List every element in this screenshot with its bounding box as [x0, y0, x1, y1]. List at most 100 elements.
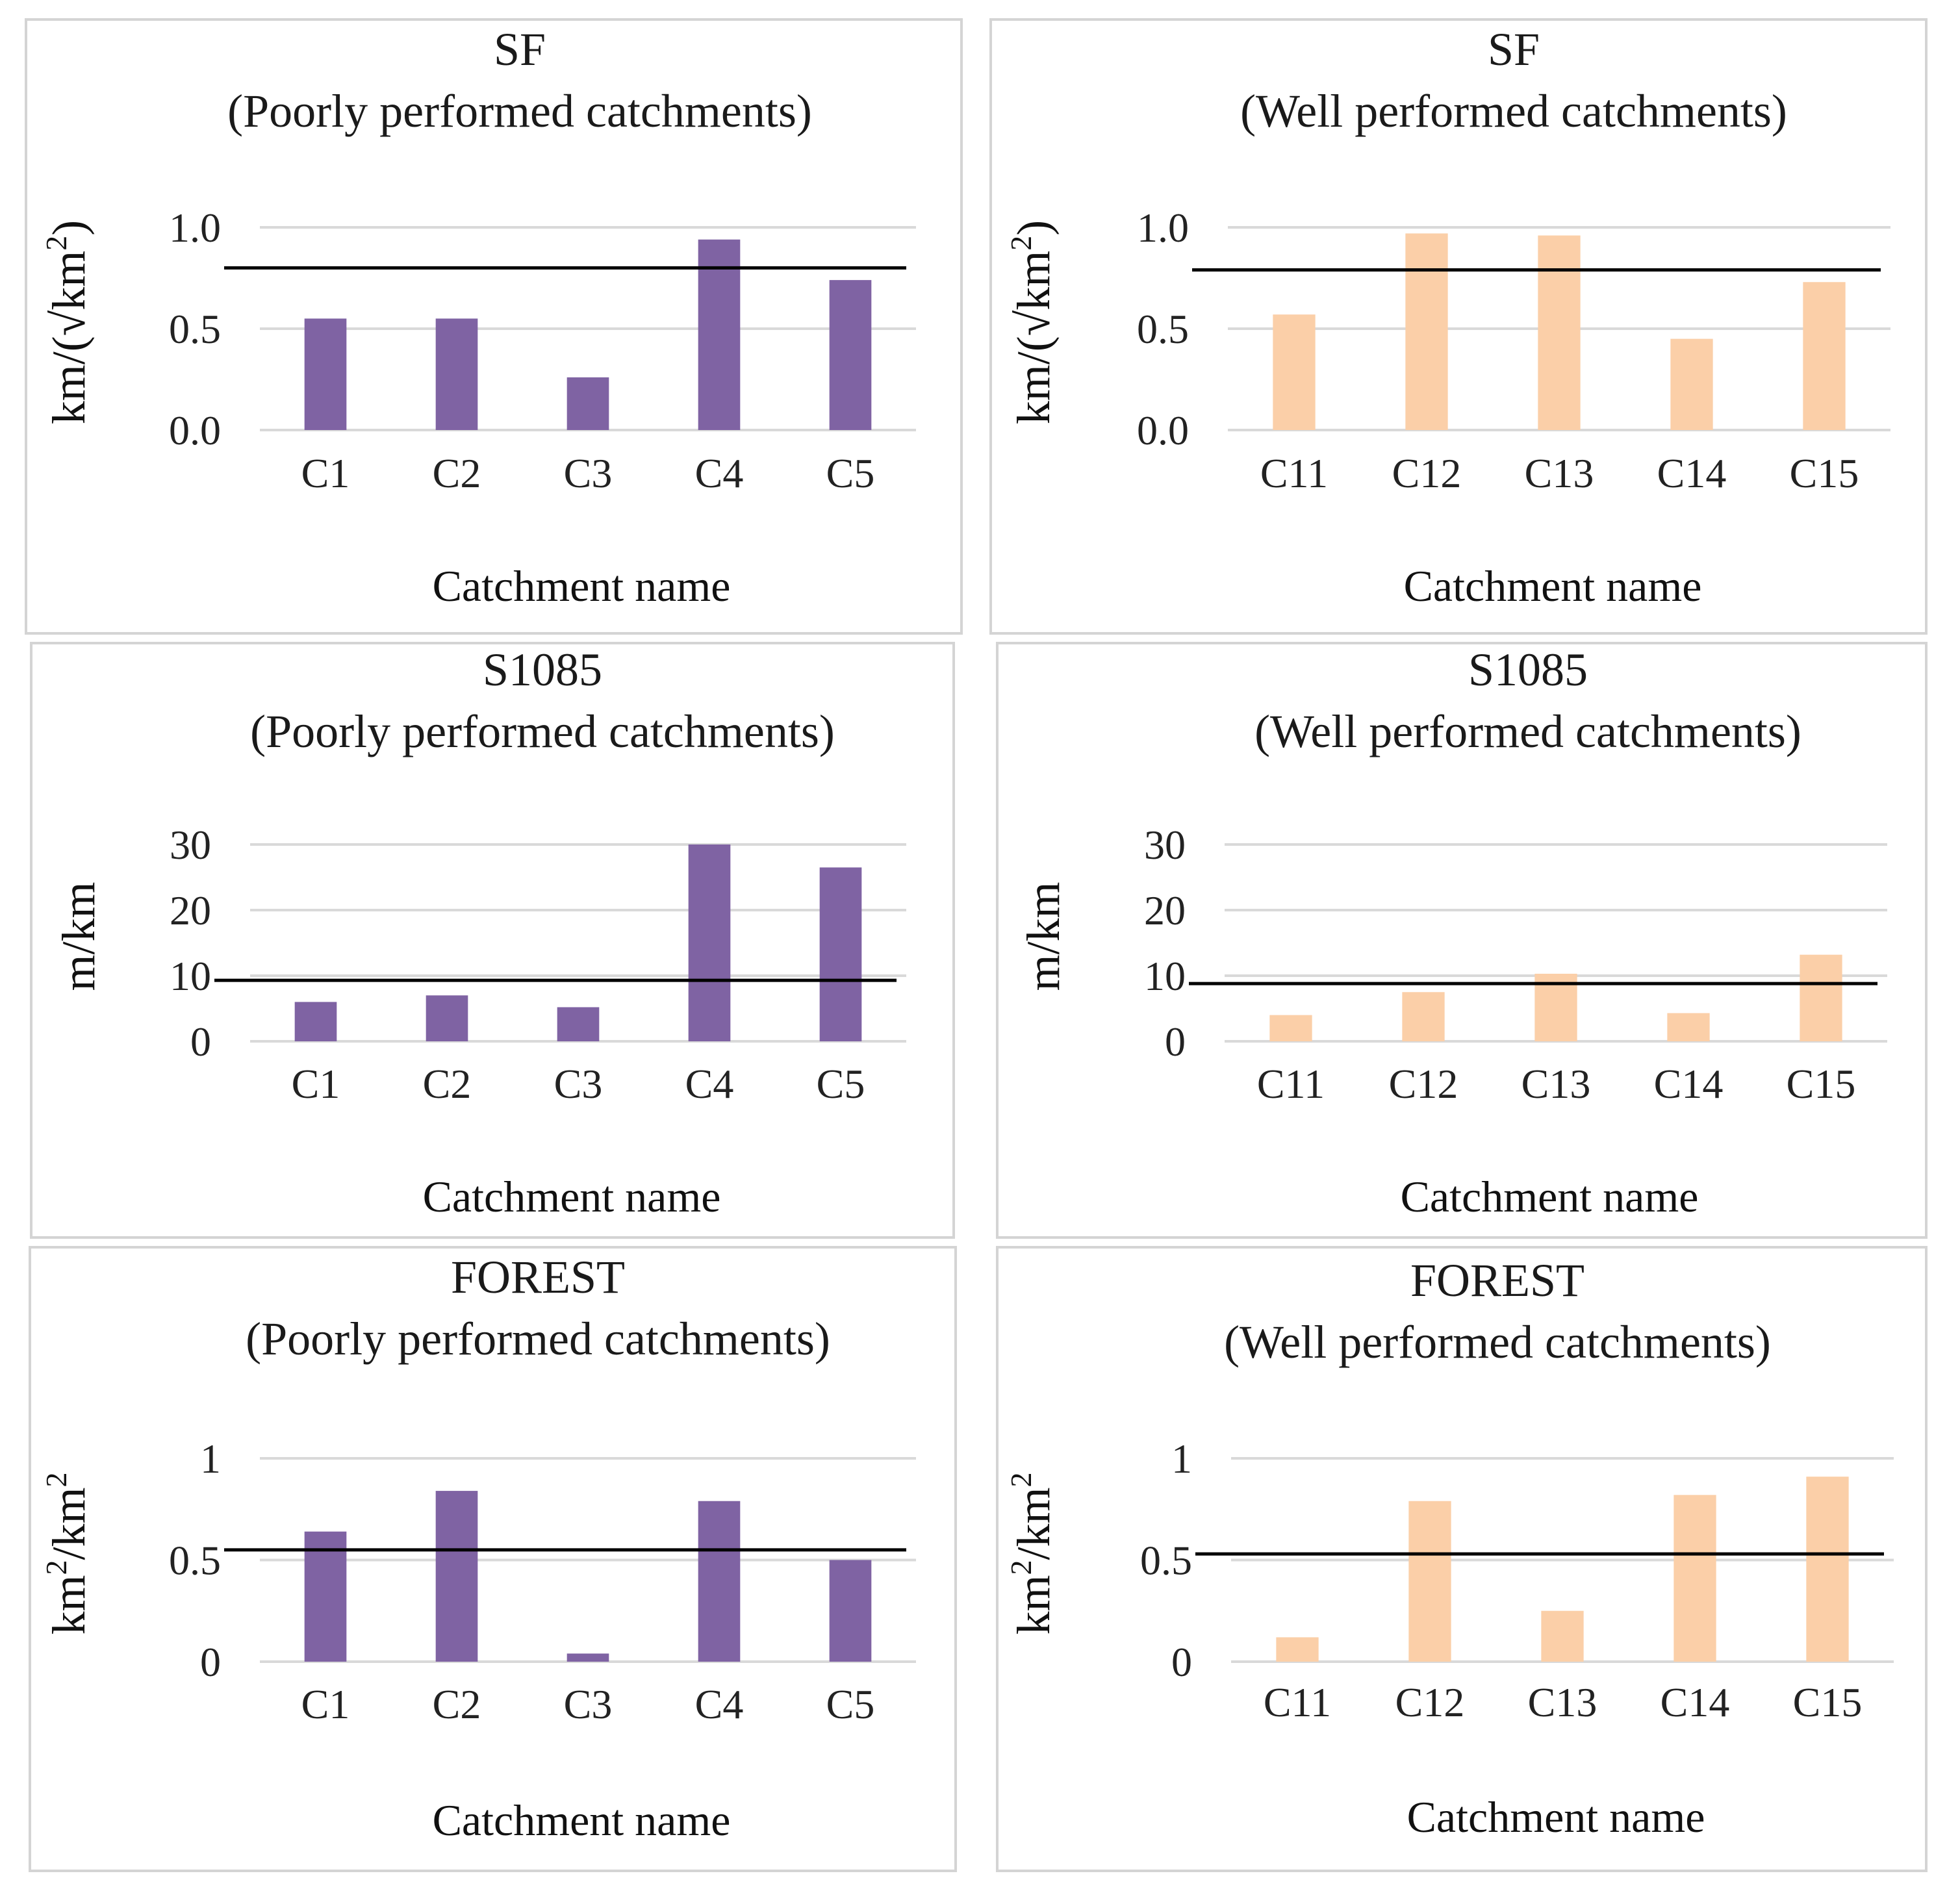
x-tick-label: C11 — [1257, 1061, 1325, 1107]
bar-c13 — [1538, 235, 1581, 430]
bar-c15 — [1800, 954, 1842, 1041]
bar-c12 — [1408, 1501, 1451, 1662]
bar-c15 — [1806, 1477, 1849, 1662]
chart-subtitle: (Poorly performed catchments) — [250, 705, 835, 757]
x-tick-label: C15 — [1787, 1061, 1856, 1107]
y-tick-label: 20 — [1144, 887, 1186, 933]
x-tick-label: C5 — [826, 1681, 875, 1727]
x-tick-label: C5 — [817, 1061, 865, 1107]
x-tick-label: C2 — [423, 1061, 472, 1107]
bar-c3 — [566, 1653, 609, 1662]
chart-title: FOREST — [451, 1251, 625, 1303]
y-axis-label: m/km — [53, 882, 105, 991]
y-tick-label: 0.0 — [1137, 407, 1189, 453]
x-tick-label: C3 — [554, 1061, 603, 1107]
bar-c14 — [1670, 338, 1713, 430]
x-tick-label: C2 — [433, 450, 481, 496]
y-tick-label: 0 — [190, 1019, 211, 1065]
x-tick-label: C2 — [433, 1681, 481, 1727]
panel-frame — [30, 642, 955, 1239]
bar-c4 — [698, 239, 741, 430]
panel-frame — [996, 642, 1928, 1239]
x-tick-label: C13 — [1521, 1061, 1591, 1107]
chart-panel-1: SF (Poorly performed catchments) 0.0 0.5 1.0… — [25, 18, 963, 635]
y-tick-label: 0 — [1165, 1019, 1186, 1065]
chart-panel-2: SF (Well performed catchments) 0.0 0.5 1.0 C1… — [989, 18, 1928, 635]
bar-c14 — [1674, 1495, 1716, 1662]
y-tick-label: 0 — [1171, 1639, 1192, 1685]
x-tick-label: C14 — [1654, 1061, 1724, 1107]
chart-title: SF — [494, 23, 546, 75]
y-tick-label: 0.0 — [169, 407, 221, 453]
y-tick-label: 0.5 — [169, 1538, 221, 1584]
x-tick-label: C3 — [564, 450, 613, 496]
x-axis-label: Catchment name — [1401, 1172, 1699, 1221]
x-tick-label: C4 — [695, 1681, 744, 1727]
y-tick-label: 0.5 — [1140, 1538, 1192, 1584]
chart-subtitle: (Well performed catchments) — [1224, 1316, 1771, 1368]
y-tick-label: 1.0 — [169, 205, 221, 251]
x-tick-label: C11 — [1260, 450, 1328, 496]
x-axis-label: Catchment name — [433, 1796, 731, 1845]
y-tick-label: 0.5 — [1137, 306, 1189, 352]
x-tick-label: C1 — [301, 450, 350, 496]
y-axis-label: m/km — [1017, 882, 1069, 991]
x-tick-label: C1 — [292, 1061, 340, 1107]
panel-frame — [25, 18, 963, 635]
bar-c4 — [688, 844, 731, 1041]
chart-panel-6: FOREST (Well performed catchments) 0 0.5 1 C1… — [996, 1246, 1928, 1872]
chart-panel-3: S1085 (Poorly performed catchments) 0 10 20 3… — [30, 642, 955, 1239]
bar-c2 — [435, 318, 478, 430]
y-tick-label: 10 — [170, 953, 211, 999]
chart-subtitle: (Well performed catchments) — [1240, 85, 1787, 137]
bar-c12 — [1402, 992, 1445, 1041]
x-tick-label: C4 — [695, 450, 744, 496]
y-tick-label: 1 — [1171, 1436, 1192, 1482]
x-tick-label: C12 — [1392, 450, 1462, 496]
x-tick-label: C14 — [1661, 1679, 1730, 1725]
x-tick-label: C1 — [301, 1681, 350, 1727]
x-axis-label: Catchment name — [423, 1172, 721, 1221]
chart-panel-5: FOREST (Poorly performed catchments) 0 0.5 1… — [29, 1246, 957, 1872]
chart-title: SF — [1488, 23, 1540, 75]
y-tick-label: 0 — [200, 1639, 221, 1685]
bar-c1 — [304, 1531, 347, 1662]
bar-c13 — [1541, 1610, 1584, 1662]
bar-c3 — [557, 1007, 600, 1041]
chart-subtitle: (Poorly performed catchments) — [246, 1313, 830, 1365]
y-tick-label: 10 — [1144, 953, 1186, 999]
chart-subtitle: (Well performed catchments) — [1254, 705, 1801, 757]
x-tick-label: C14 — [1657, 450, 1727, 496]
bar-c2 — [426, 995, 468, 1041]
bar-c11 — [1273, 314, 1316, 430]
x-tick-label: C11 — [1264, 1679, 1331, 1725]
x-axis-label: Catchment name — [433, 561, 731, 611]
bar-c12 — [1405, 233, 1448, 430]
chart-title: S1085 — [483, 644, 602, 696]
bar-c14 — [1667, 1013, 1710, 1041]
y-tick-label: 30 — [170, 822, 211, 868]
bar-c5 — [829, 1560, 872, 1662]
bar-c5 — [829, 280, 872, 430]
y-axis-label: km/(√km2) — [40, 220, 95, 425]
x-tick-label: C5 — [826, 450, 875, 496]
x-tick-label: C15 — [1790, 450, 1859, 496]
x-tick-label: C12 — [1389, 1061, 1458, 1107]
chart-panel-4: S1085 (Well performed catchments) 0 10 20 30 C… — [996, 642, 1928, 1239]
bar-c2 — [435, 1491, 478, 1662]
chart-title: S1085 — [1468, 644, 1588, 696]
x-axis-label: Catchment name — [1407, 1792, 1705, 1842]
x-tick-label: C4 — [685, 1061, 734, 1107]
y-tick-label: 20 — [170, 887, 211, 933]
y-axis-label: km2/km2 — [1004, 1472, 1060, 1634]
chart-title: FOREST — [1410, 1254, 1585, 1306]
y-axis-label: km/(√km2) — [1004, 220, 1060, 425]
chart-subtitle: (Poorly performed catchments) — [227, 85, 812, 137]
y-tick-label: 1 — [200, 1436, 221, 1482]
y-tick-label: 30 — [1144, 822, 1186, 868]
x-axis-label: Catchment name — [1404, 561, 1702, 611]
x-tick-label: C13 — [1525, 450, 1594, 496]
bar-c15 — [1803, 282, 1846, 430]
bar-c3 — [566, 377, 609, 430]
